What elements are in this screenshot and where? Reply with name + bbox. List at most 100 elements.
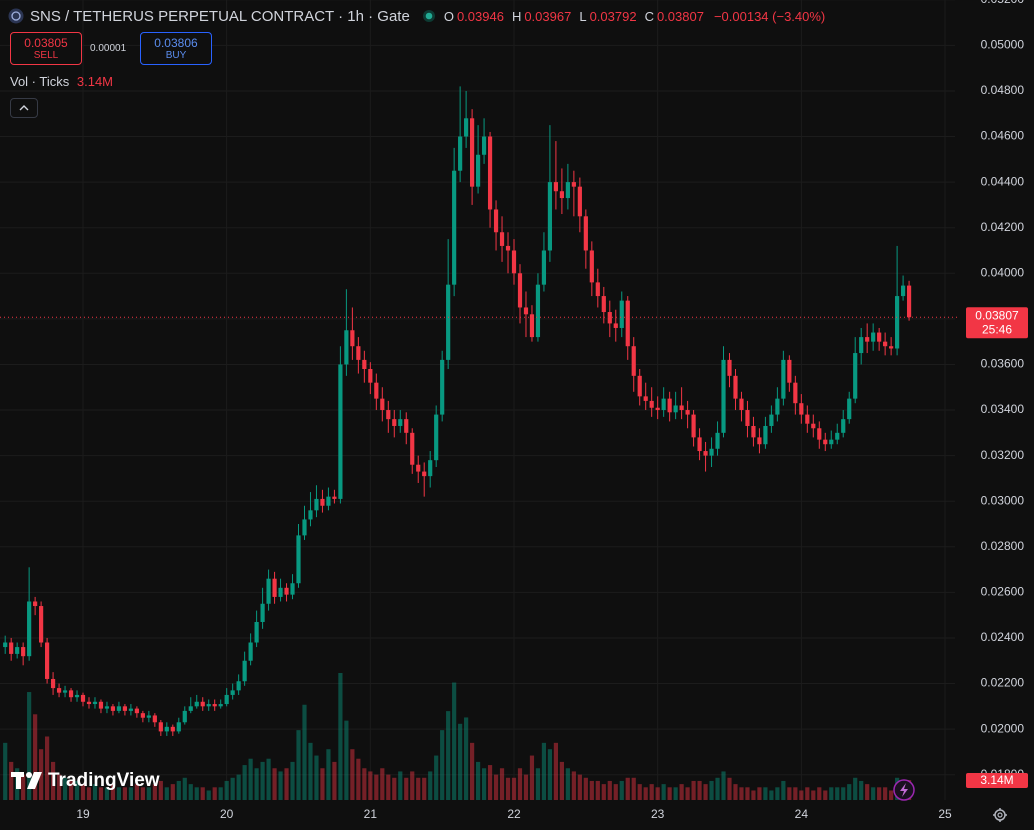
volume-bar xyxy=(386,774,391,800)
candle-body xyxy=(900,285,906,297)
candle-body xyxy=(583,216,588,251)
volume-bar xyxy=(68,780,74,800)
candle-body xyxy=(278,587,283,597)
volume-bar xyxy=(410,771,415,800)
volume-bar xyxy=(523,774,529,800)
candle-body xyxy=(356,346,361,360)
candle-body xyxy=(15,647,20,654)
candle-body xyxy=(284,587,289,595)
candle-body xyxy=(769,414,774,426)
volume-bar xyxy=(320,768,325,800)
x-tick-label: 19 xyxy=(76,807,90,821)
volume-bar xyxy=(392,777,397,800)
volume-bar xyxy=(787,787,792,800)
candle-body xyxy=(889,346,894,349)
volume-bar xyxy=(152,784,157,800)
candle-body xyxy=(27,601,32,657)
candle-body xyxy=(739,398,744,411)
volume-bar xyxy=(865,784,870,800)
volume-bar xyxy=(595,780,600,800)
candle-body xyxy=(841,419,846,433)
candle-body xyxy=(541,250,547,285)
sell-button[interactable]: 0.03805 SELL xyxy=(10,32,82,65)
y-tick-label: 0.05000 xyxy=(981,38,1025,52)
candle-body xyxy=(338,364,343,499)
candle-body xyxy=(116,706,122,711)
candle-body xyxy=(829,439,834,445)
candle-body xyxy=(745,410,750,426)
volume-bar xyxy=(817,787,822,800)
volume-bar xyxy=(751,790,756,800)
buy-button[interactable]: 0.03806 BUY xyxy=(140,32,212,65)
candle-body xyxy=(559,191,564,199)
volume-bar xyxy=(823,790,828,800)
collapse-button[interactable] xyxy=(10,98,38,118)
volume-bar xyxy=(80,784,86,800)
y-tick-label: 0.02200 xyxy=(981,676,1025,690)
volume-bar xyxy=(589,780,594,800)
volume-bar xyxy=(428,771,433,800)
volume-bar xyxy=(218,787,223,800)
volume-bar xyxy=(440,730,445,800)
candle-body xyxy=(170,726,175,732)
candle-body xyxy=(44,642,50,679)
symbol-logo xyxy=(8,8,24,24)
candle-body xyxy=(266,578,271,604)
candle-body xyxy=(895,296,900,349)
candle-body xyxy=(350,330,355,347)
volume-bar xyxy=(829,787,834,800)
candle-body xyxy=(817,428,822,440)
volume-bar xyxy=(362,768,367,800)
candle-body xyxy=(679,405,684,411)
volume-bar xyxy=(350,749,355,800)
candle-body xyxy=(92,701,98,705)
candle-body xyxy=(751,425,756,438)
candle-body xyxy=(404,419,409,433)
candle-body xyxy=(212,704,217,707)
chevron-icon xyxy=(19,105,29,111)
volume-bar xyxy=(344,720,349,800)
open-value: 0.03946 xyxy=(456,8,504,24)
settings-button[interactable] xyxy=(993,808,1007,822)
candle-body xyxy=(224,694,229,705)
candle-body xyxy=(523,307,529,315)
volume-bar xyxy=(697,780,702,800)
volume-bar xyxy=(398,771,403,800)
volume-bar xyxy=(122,787,128,800)
volume-bar xyxy=(56,774,62,800)
volume-bar xyxy=(380,768,385,800)
volume-bar xyxy=(709,780,714,800)
volume-value: 3.14M xyxy=(76,74,114,89)
volume-bar xyxy=(853,777,858,800)
candle-body xyxy=(446,284,451,360)
candle-body xyxy=(314,498,319,511)
candle-body xyxy=(595,282,600,297)
candle-body xyxy=(661,398,666,411)
candle-body xyxy=(685,410,690,415)
candle-body xyxy=(703,451,708,456)
volume-bar xyxy=(877,787,882,800)
volume-bar xyxy=(475,761,481,800)
candle-body xyxy=(440,359,445,415)
candle-body xyxy=(3,642,8,648)
candle-body xyxy=(727,359,732,376)
volume-last-label: 3.14M xyxy=(980,773,1013,787)
candle-body xyxy=(535,284,541,338)
candle-body xyxy=(475,154,481,187)
volume-bar xyxy=(649,784,654,800)
candle-body xyxy=(80,694,86,702)
candle-body xyxy=(793,382,798,404)
candle-body xyxy=(799,403,804,415)
candle-body xyxy=(547,182,553,251)
candle-body xyxy=(128,708,133,711)
volume-bar xyxy=(242,765,247,800)
volume-bar xyxy=(182,777,187,800)
volume-bar xyxy=(529,755,535,800)
last-price-box xyxy=(966,307,1028,339)
candle-body xyxy=(320,498,325,506)
candle-body xyxy=(200,701,205,707)
volume-bar xyxy=(206,790,211,800)
candle-body xyxy=(906,285,912,318)
volume-bar xyxy=(248,758,253,800)
lightning-button[interactable] xyxy=(893,779,915,801)
